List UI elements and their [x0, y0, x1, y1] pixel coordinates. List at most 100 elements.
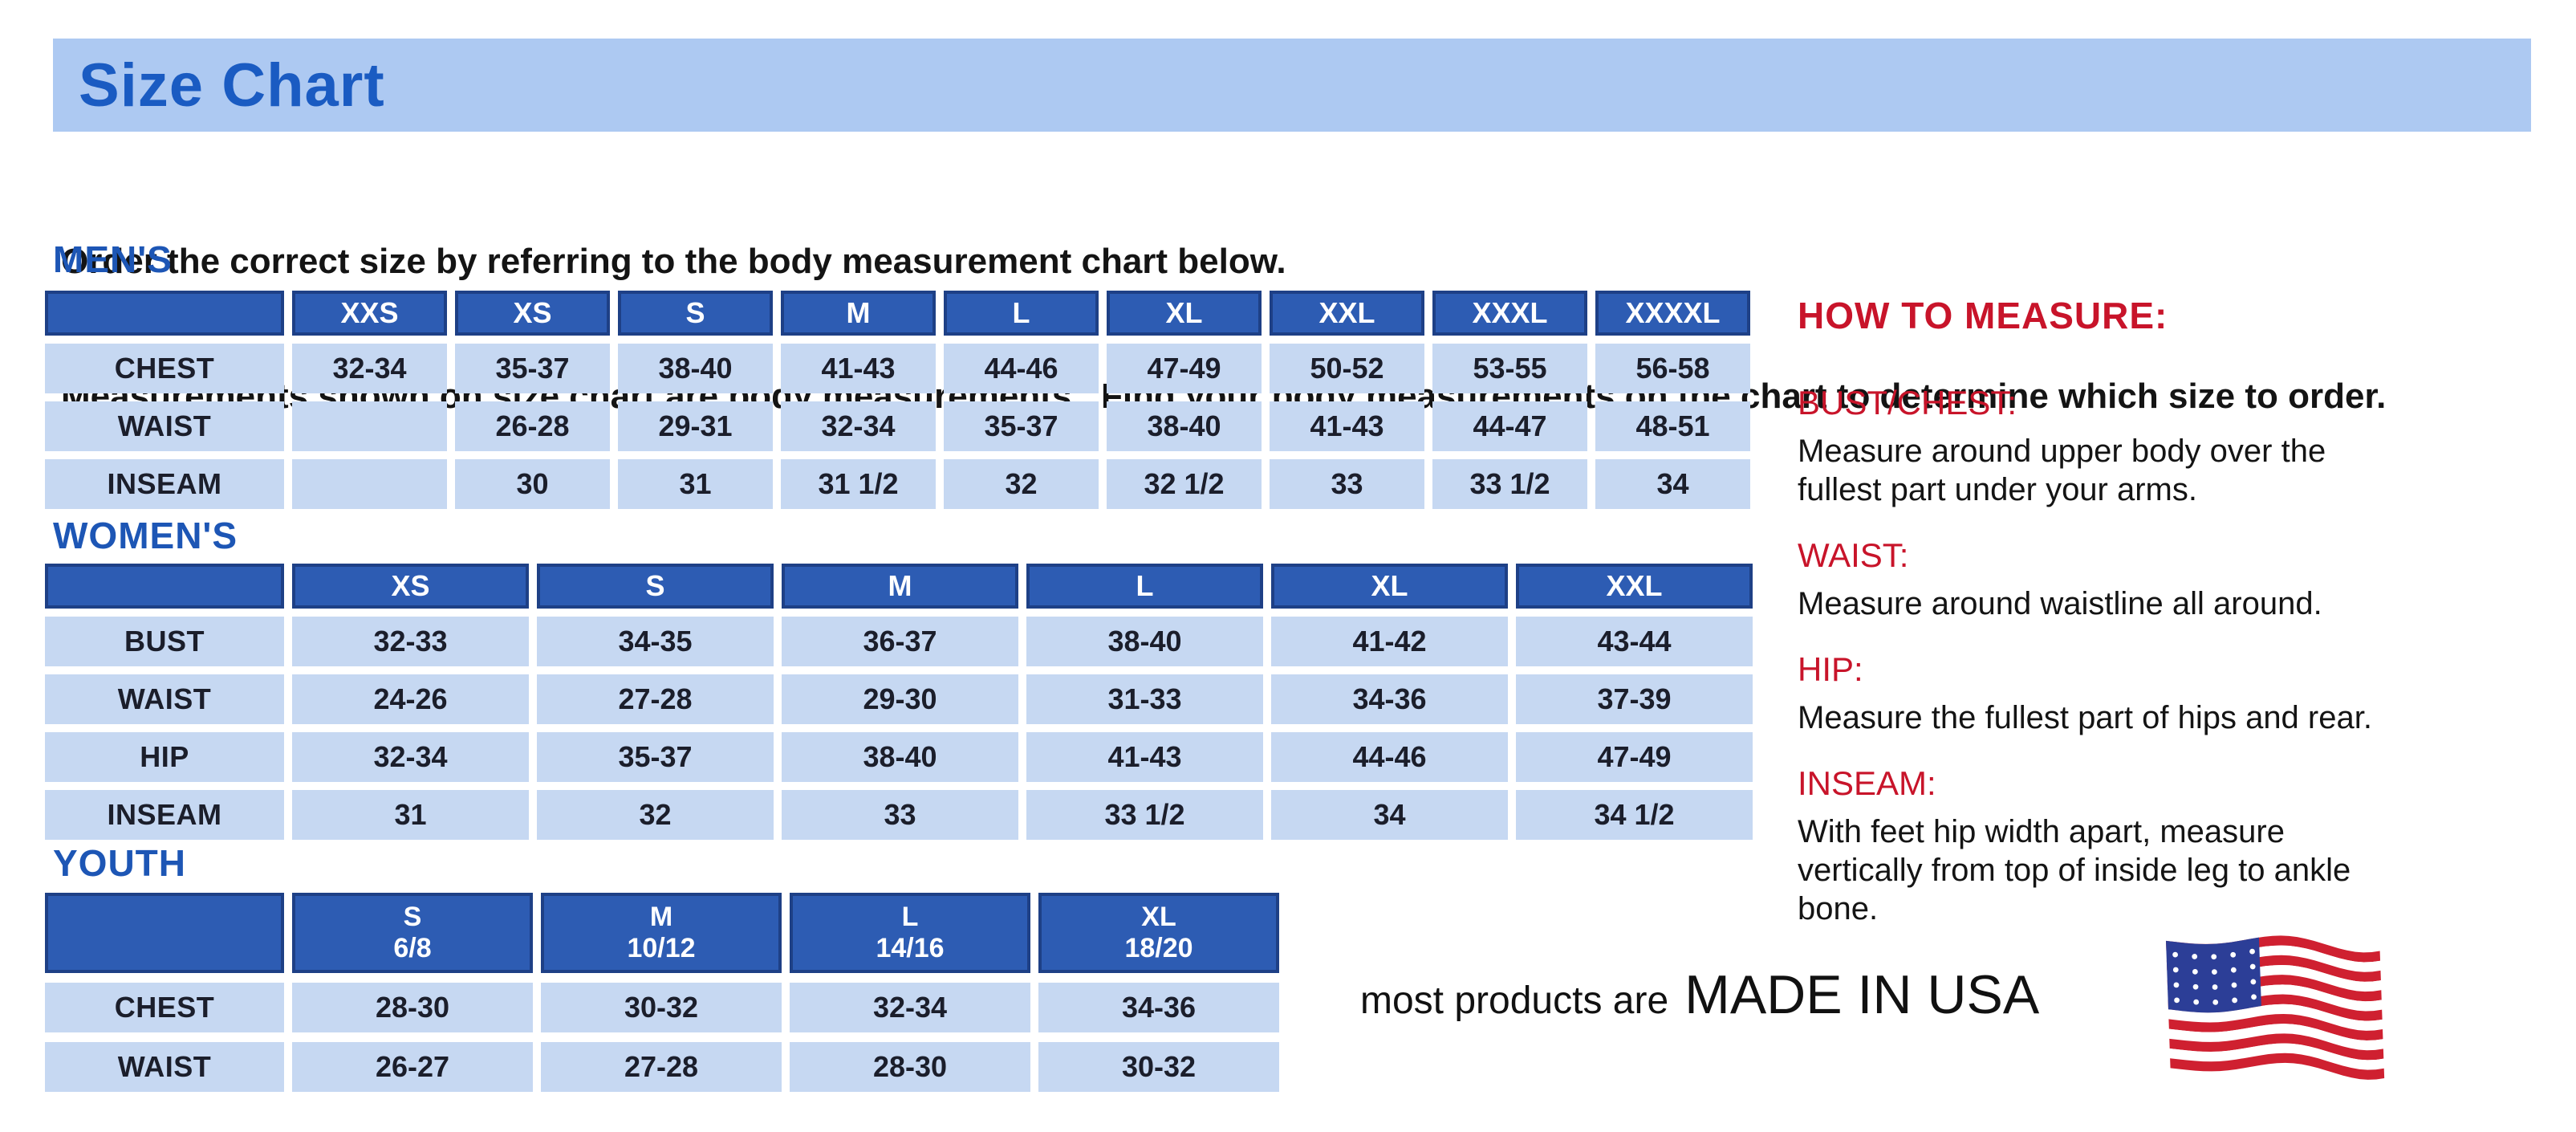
table-cell: 31 1/2 [781, 459, 936, 509]
measure-item-inseam: INSEAM: With feet hip width apart, measu… [1798, 764, 2576, 928]
table-cell: 34 [1271, 790, 1508, 840]
table-cell: 38-40 [782, 732, 1018, 782]
table-cell: 53-55 [1432, 344, 1587, 393]
table-cell: 32-33 [292, 617, 529, 666]
measure-item-hip: HIP: Measure the fullest part of hips an… [1798, 650, 2576, 737]
column-header: XL 18/20 [1038, 893, 1279, 973]
column-header: XXXXL [1595, 291, 1750, 336]
table-cell: 34 [1595, 459, 1750, 509]
row-label: HIP [45, 732, 284, 782]
table-cell: 30-32 [541, 983, 782, 1032]
womens-size-table: XS S M L XL XXL BUST 32-33 34-35 36-37 38-40 41-42 4… [45, 564, 1753, 840]
table-corner-cell [45, 291, 284, 336]
measure-item-label: HIP: [1798, 650, 1863, 688]
table-cell: 33 1/2 [1026, 790, 1263, 840]
table-cell: 32 1/2 [1107, 459, 1262, 509]
mens-size-table: XXS XS S M L XL XXL XXXL XXXXL CHEST 32-34 35-37 38-… [45, 291, 1750, 509]
table-cell: 43-44 [1516, 617, 1753, 666]
table-cell: 44-47 [1432, 401, 1587, 451]
measure-item-text: Measure the fullest part of hips and rea… [1798, 700, 2372, 735]
column-header: XS [455, 291, 610, 336]
column-header: XXS [292, 291, 447, 336]
made-in-usa-line: most products are MADE IN USA [1360, 963, 2039, 1026]
column-header: S [537, 564, 774, 609]
table-cell: 24-26 [292, 674, 529, 724]
table-cell: 48-51 [1595, 401, 1750, 451]
table-cell: 30 [455, 459, 610, 509]
measure-item-text: Measure around upper body over the fulle… [1798, 434, 2326, 507]
table-cell: 41-43 [1270, 401, 1424, 451]
row-label: BUST [45, 617, 284, 666]
column-header: XS [292, 564, 529, 609]
table-cell: 31-33 [1026, 674, 1263, 724]
column-header: M [781, 291, 936, 336]
footer-prefix: most products are [1360, 979, 1669, 1022]
column-header: XXXL [1432, 291, 1587, 336]
table-cell: 38-40 [1026, 617, 1263, 666]
table-cell [292, 401, 447, 451]
table-corner-cell [45, 893, 284, 973]
table-cell: 32-34 [292, 344, 447, 393]
page-header-banner: Size Chart [53, 39, 2531, 132]
table-cell: 26-27 [292, 1042, 533, 1092]
column-header: M 10/12 [541, 893, 782, 973]
column-header: XXL [1516, 564, 1753, 609]
table-cell: 33 [1270, 459, 1424, 509]
table-cell: 56-58 [1595, 344, 1750, 393]
footer-emphasis: MADE IN USA [1684, 964, 2040, 1025]
column-header: L [1026, 564, 1263, 609]
table-cell: 30-32 [1038, 1042, 1279, 1092]
how-to-measure-title: HOW TO MEASURE: [1798, 295, 2168, 336]
table-cell: 26-28 [455, 401, 610, 451]
measure-item-bust-chest: BUST/CHEST: Measure around upper body ov… [1798, 384, 2576, 509]
youth-size-table: S 6/8 M 10/12 L 14/16 XL 18/20 CHEST 28-30 30-32 32… [45, 893, 1279, 1092]
measure-item-text: Measure around waistline all around. [1798, 586, 2322, 621]
table-cell: 33 1/2 [1432, 459, 1587, 509]
table-cell [292, 459, 447, 509]
table-corner-cell [45, 564, 284, 609]
table-cell: 29-30 [782, 674, 1018, 724]
table-cell: 27-28 [537, 674, 774, 724]
table-cell: 41-43 [1026, 732, 1263, 782]
column-header: XL [1107, 291, 1262, 336]
table-cell: 27-28 [541, 1042, 782, 1092]
intro-line-1: Order the correct size by referring to t… [61, 242, 1286, 281]
column-header: L [944, 291, 1099, 336]
table-cell: 44-46 [944, 344, 1099, 393]
measure-item-label: INSEAM: [1798, 764, 1936, 802]
table-cell: 35-37 [944, 401, 1099, 451]
table-cell: 31 [292, 790, 529, 840]
table-cell: 32 [944, 459, 1099, 509]
table-cell: 35-37 [537, 732, 774, 782]
row-label: WAIST [45, 401, 284, 451]
table-cell: 44-46 [1271, 732, 1508, 782]
column-header: XXL [1270, 291, 1424, 336]
table-cell: 31 [618, 459, 773, 509]
usa-flag-icon [2155, 919, 2394, 1096]
table-cell: 28-30 [292, 983, 533, 1032]
column-header: S 6/8 [292, 893, 533, 973]
column-header: S [618, 291, 773, 336]
column-header: L 14/16 [790, 893, 1030, 973]
table-cell: 32-34 [790, 983, 1030, 1032]
row-label: WAIST [45, 674, 284, 724]
table-cell: 47-49 [1107, 344, 1262, 393]
table-cell: 41-42 [1271, 617, 1508, 666]
table-cell: 38-40 [618, 344, 773, 393]
row-label: INSEAM [45, 459, 284, 509]
womens-section-heading: WOMEN'S [53, 515, 238, 556]
measure-item-label: BUST/CHEST: [1798, 384, 2017, 421]
measure-item-text: With feet hip width apart, measure verti… [1798, 814, 2351, 926]
table-cell: 32 [537, 790, 774, 840]
table-cell: 36-37 [782, 617, 1018, 666]
measure-item-label: WAIST: [1798, 536, 1909, 574]
page-title: Size Chart [79, 51, 385, 120]
how-to-measure-section: HOW TO MEASURE: BUST/CHEST: Measure arou… [1798, 294, 2576, 955]
column-header: M [782, 564, 1018, 609]
measure-item-waist: WAIST: Measure around waistline all arou… [1798, 536, 2576, 623]
row-label: CHEST [45, 344, 284, 393]
row-label: WAIST [45, 1042, 284, 1092]
table-cell: 37-39 [1516, 674, 1753, 724]
table-cell: 34-36 [1038, 983, 1279, 1032]
